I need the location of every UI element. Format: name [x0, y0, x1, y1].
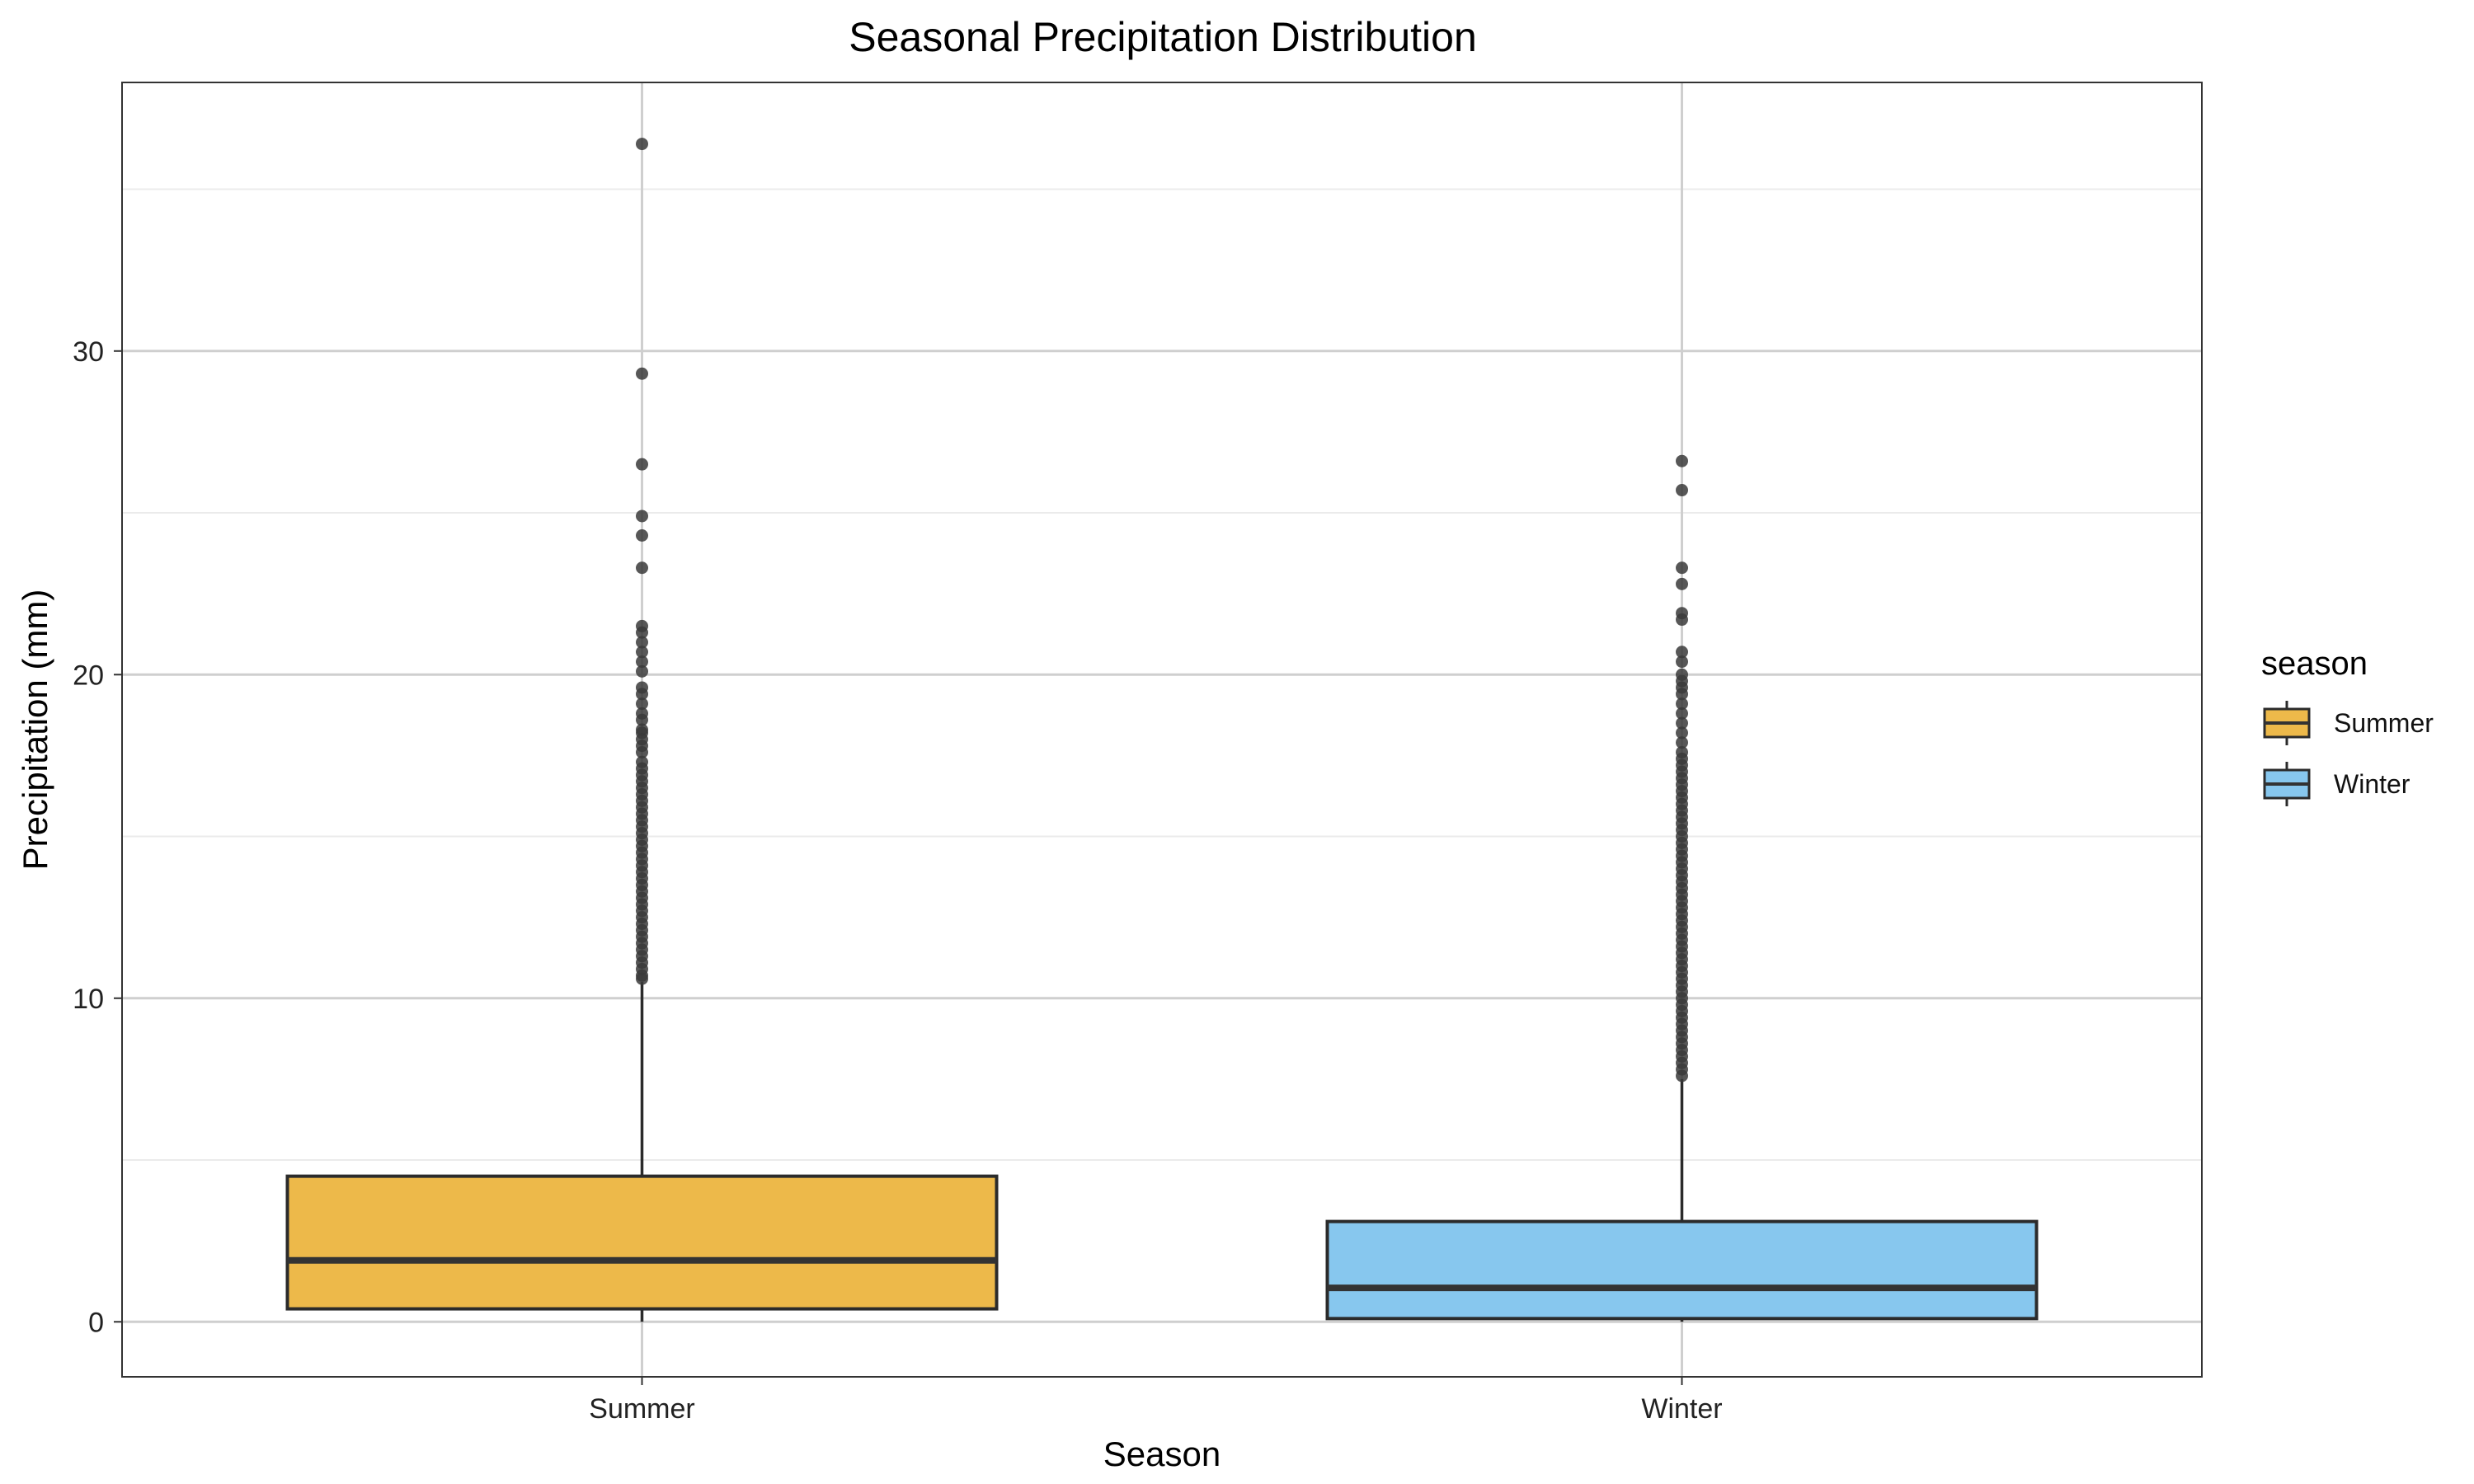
- legend-entry-winter: Winter: [2263, 762, 2411, 806]
- outlier-point: [636, 713, 648, 726]
- outlier-point: [636, 529, 648, 542]
- y-tick-label: 10: [73, 984, 104, 1015]
- x-axis: Summer Winter: [589, 1377, 1723, 1425]
- outlier-point: [636, 646, 648, 659]
- outlier-point: [636, 972, 648, 985]
- legend-title: season: [2261, 646, 2368, 682]
- outlier-point: [1676, 577, 1688, 590]
- x-axis-title: Season: [1103, 1435, 1221, 1473]
- outlier-point: [636, 510, 648, 523]
- outlier-point: [1676, 484, 1688, 497]
- outlier-point: [1676, 655, 1688, 669]
- plot-border: [121, 82, 2203, 1378]
- outlier-point: [636, 688, 648, 701]
- outlier-point: [1676, 697, 1688, 711]
- outlier-point: [1676, 646, 1688, 659]
- outlier-point: [1676, 707, 1688, 720]
- outlier-point: [636, 138, 648, 151]
- outlier-point: [636, 561, 648, 575]
- box-iqr: [285, 1174, 999, 1311]
- outlier-point: [636, 655, 648, 669]
- legend-label: Summer: [2334, 708, 2434, 738]
- legend-label: Winter: [2334, 769, 2411, 799]
- outlier-point: [1676, 1069, 1688, 1082]
- boxes: [285, 138, 2039, 1322]
- grid-minor: [122, 188, 2202, 1162]
- chart-title: Seasonal Precipitation Distribution: [849, 14, 1477, 60]
- outlier-point: [636, 697, 648, 711]
- y-tick-label: 20: [73, 660, 104, 691]
- outlier-point: [636, 665, 648, 678]
- box-iqr: [1325, 1219, 2039, 1321]
- y-tick-label: 30: [73, 336, 104, 368]
- outlier-point: [1676, 613, 1688, 627]
- y-axis-title: Precipitation (mm): [16, 589, 54, 871]
- x-tick-label: Summer: [589, 1393, 694, 1425]
- x-tick-label: Winter: [1641, 1393, 1722, 1425]
- outlier-point: [1676, 716, 1688, 730]
- outlier-point: [1676, 561, 1688, 575]
- plot-background: [122, 82, 2202, 1377]
- box-winter: [1325, 454, 2039, 1322]
- outlier-point: [1676, 454, 1688, 467]
- outlier-point: [1676, 688, 1688, 701]
- y-axis: 0 10 20 30: [73, 336, 122, 1338]
- outlier-point: [636, 367, 648, 380]
- outlier-point: [1676, 726, 1688, 740]
- outlier-point: [636, 458, 648, 471]
- outlier-point: [636, 636, 648, 649]
- outlier-point: [636, 745, 648, 758]
- y-tick-label: 0: [88, 1307, 104, 1338]
- outlier-point: [636, 626, 648, 639]
- legend-entry-summer: Summer: [2263, 701, 2434, 745]
- outlier-point: [1676, 736, 1688, 749]
- legend: season Summer Winter: [2261, 646, 2434, 806]
- box-summer: [285, 138, 999, 1322]
